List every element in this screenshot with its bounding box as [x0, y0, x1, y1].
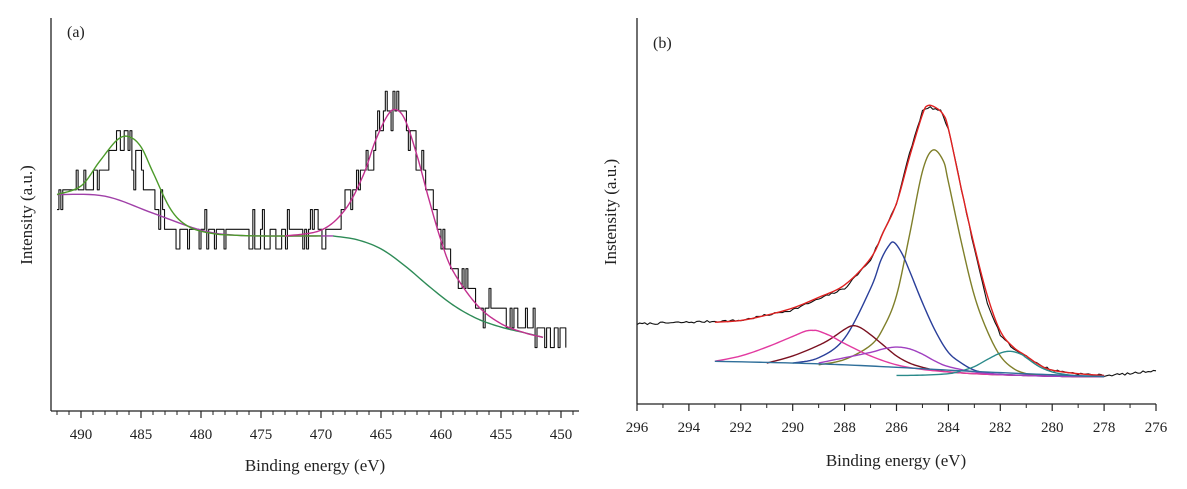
- panel-b-series: [636, 104, 1157, 378]
- panel-b-x-tick-label: 296: [626, 420, 649, 436]
- panel-a-series-measured: [57, 90, 567, 349]
- panel-a-y-axis-label: Intensity (a.u.): [17, 165, 36, 265]
- panel-a: 490 485 480 475 470 465 460 455 450 (a) Binding …: [17, 18, 579, 475]
- panel-b-x-tick-label: 290: [781, 420, 804, 436]
- panel-a-x-tick-label: 450: [550, 427, 573, 443]
- panel-a-label: (a): [67, 24, 85, 41]
- panel-b-y-axis-label: Instensity (a.u.): [601, 159, 620, 265]
- panel-a-plot-area: [51, 18, 579, 411]
- panel-b-x-tick-label: 294: [678, 420, 701, 436]
- panel-b-series-c-o-component: [792, 241, 1105, 378]
- panel-a-x-tick-label: 490: [70, 427, 93, 443]
- panel-a-series-fe-fit-peak-1: [56, 135, 321, 237]
- panel-a-series: [56, 90, 567, 349]
- panel-a-series-background-continued: [332, 235, 544, 338]
- panel-b-x-tick-label: 292: [730, 420, 753, 436]
- panel-b-x-tick-label: 284: [937, 420, 960, 436]
- panel-b-x-tick-label: 276: [1145, 420, 1168, 436]
- panel-b-series-envelope-fit: [714, 104, 1105, 377]
- panel-a-series-fe-fit-peak-2: [284, 108, 544, 338]
- panel-b-series-baseline: [714, 360, 1105, 378]
- panel-a-x-tick-label: 475: [250, 427, 273, 443]
- panel-b-series-satellite-component: [818, 346, 1105, 378]
- panel-b-series-measured: [636, 106, 1157, 378]
- panel-a-x-tick-label: 455: [490, 427, 513, 443]
- panel-b-x-tick-label: 280: [1041, 420, 1064, 436]
- panel-a-x-axis-label: Binding energy (eV): [245, 456, 385, 475]
- panel-b: 296 294 292 290 288 286 284 282 280 278 276 (b) Bi…: [601, 18, 1168, 470]
- panel-b-x-tick-label: 286: [885, 420, 908, 436]
- panel-a-x-tick-label: 480: [190, 427, 213, 443]
- panel-a-x-tick-label: 485: [130, 427, 153, 443]
- panel-b-x-axis-label: Binding energy (eV): [826, 451, 966, 470]
- panel-b-tick-marks: [636, 404, 1157, 411]
- panel-b-x-tick-label: 278: [1093, 420, 1116, 436]
- panel-a-tick-labels: 490 485 480 475 470 465 460 455 450: [70, 427, 573, 443]
- panel-b-x-tick-label: 288: [833, 420, 856, 436]
- panel-a-x-tick-label: 465: [370, 427, 393, 443]
- panel-b-label: (b): [653, 35, 672, 52]
- panel-b-series-c-fe-component: [896, 350, 1105, 378]
- panel-a-x-tick-label: 470: [310, 427, 333, 443]
- panel-b-x-tick-label: 282: [989, 420, 1012, 436]
- panel-a-tick-marks: [56, 411, 574, 418]
- panel-a-x-tick-label: 460: [430, 427, 453, 443]
- panel-b-series-c-c-component: [818, 149, 1105, 378]
- panel-b-tick-labels: 296 294 292 290 288 286 284 282 280 278 276: [626, 420, 1168, 436]
